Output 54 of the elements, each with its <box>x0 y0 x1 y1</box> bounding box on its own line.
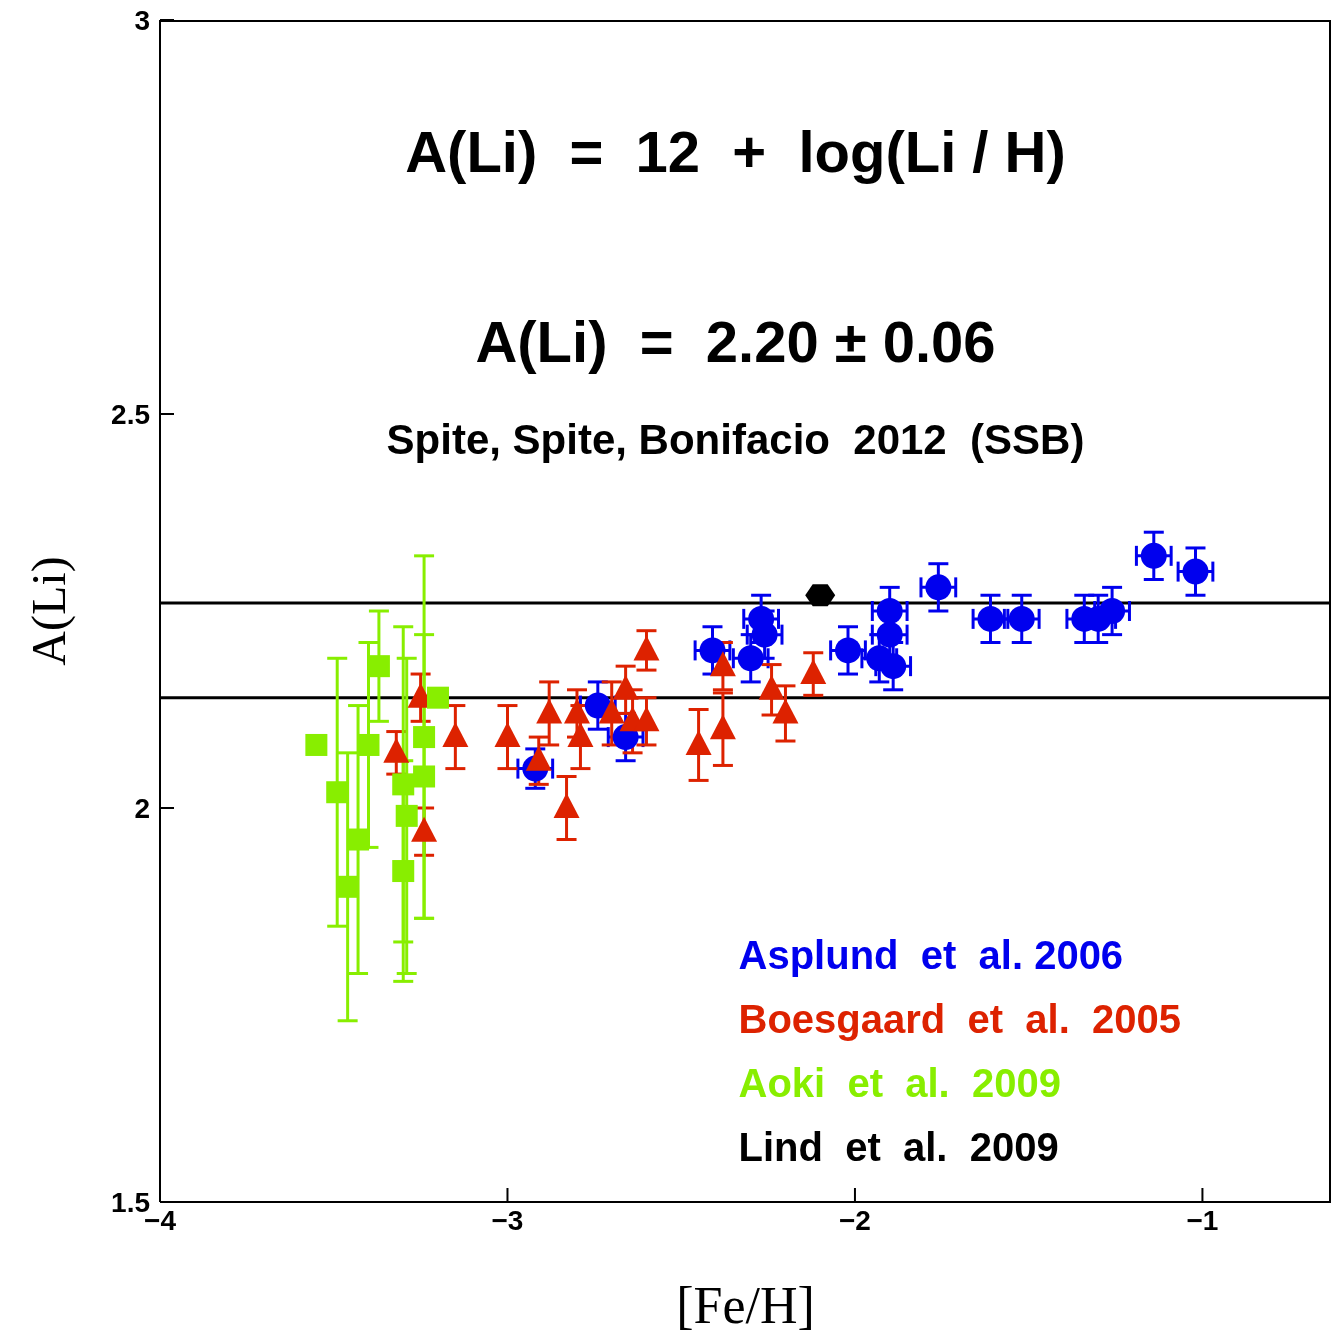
point <box>383 737 410 763</box>
text: Lind et al. 2009 <box>738 1124 1060 1171</box>
point <box>612 674 639 700</box>
point <box>805 584 836 607</box>
point <box>305 733 328 756</box>
point <box>876 598 903 624</box>
point <box>772 698 799 724</box>
point <box>326 781 349 804</box>
point <box>392 860 415 883</box>
point <box>413 726 436 749</box>
point <box>347 828 370 851</box>
point <box>800 659 827 685</box>
text: Aoki et al. 2009 <box>738 1060 1062 1107</box>
text: A(Li) = 2.20 ± 0.06 <box>474 308 997 375</box>
point <box>737 645 764 672</box>
point <box>633 706 660 732</box>
point <box>411 816 438 842</box>
point <box>392 773 415 796</box>
point <box>567 722 594 748</box>
point <box>367 655 390 678</box>
x-tick-label: −3 <box>491 1204 524 1236</box>
point <box>709 714 736 740</box>
point <box>699 637 726 664</box>
point <box>1182 558 1209 585</box>
point <box>357 733 380 756</box>
point <box>525 745 552 771</box>
point <box>633 635 660 661</box>
y-tick-label: 3 <box>134 4 150 36</box>
point <box>494 722 521 748</box>
y-tick-label: 2.5 <box>111 398 150 430</box>
point <box>758 674 785 700</box>
point <box>395 804 418 827</box>
point <box>1099 598 1126 624</box>
point <box>880 653 907 680</box>
y-tick-label: 2 <box>134 792 150 824</box>
y-axis-title: A(Li) <box>22 556 77 666</box>
annotation: Spite, Spite, Bonifacio 2012 (SSB) <box>385 416 1086 464</box>
point <box>1140 542 1167 569</box>
text: Boesgaard et al. 2005 <box>738 996 1181 1043</box>
point <box>442 722 469 748</box>
point <box>563 698 590 724</box>
text: A(Li) = 12 + log(Li / H) <box>404 118 1067 185</box>
point <box>536 698 563 724</box>
x-tick-label: −1 <box>1186 1204 1219 1236</box>
point <box>426 686 449 709</box>
x-axis-title: [Fe/H] <box>676 1277 815 1334</box>
x-tick-label: −2 <box>838 1204 871 1236</box>
point <box>925 574 952 601</box>
point <box>835 637 862 664</box>
point <box>553 793 580 818</box>
point <box>413 765 436 788</box>
text: Asplund et al. 2006 <box>738 932 1125 979</box>
point <box>336 875 359 898</box>
point <box>685 729 712 755</box>
